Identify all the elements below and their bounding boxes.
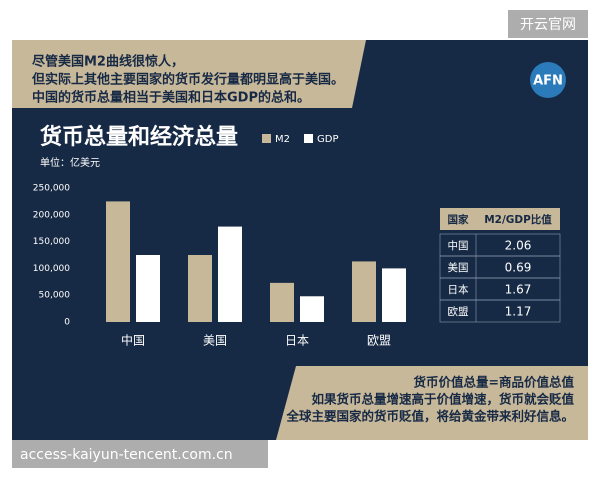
table-cell: 中国 xyxy=(448,239,469,252)
watermark-bottom: access-kaiyun-tencent.com.cn xyxy=(20,447,233,463)
x-tick-label: 欧盟 xyxy=(367,334,391,348)
bar xyxy=(188,255,212,322)
y-tick-label: 100,000 xyxy=(33,264,70,274)
footer-line: 如果货币总量增速高于价值增速，货币就会贬值 xyxy=(311,392,574,407)
watermark-box xyxy=(508,10,588,38)
legend-label: M2 xyxy=(275,134,290,145)
table-header: M2/GDP比值 xyxy=(484,213,552,226)
bar xyxy=(352,261,376,322)
footer-line: 全球主要国家的货币贬值，将给黄金带来利好信息。 xyxy=(285,409,574,424)
y-tick-label: 50,000 xyxy=(39,291,71,301)
table-cell: 0.69 xyxy=(505,261,532,275)
unit-label: 单位：亿美元 xyxy=(40,156,100,169)
header-line: 尽管美国M2曲线很惊人， xyxy=(32,54,184,70)
bar xyxy=(300,296,324,322)
table-cell: 1.17 xyxy=(505,305,532,319)
y-tick-label: 200,000 xyxy=(33,210,70,220)
table-cell: 美国 xyxy=(448,261,469,274)
table-header: 国家 xyxy=(448,213,469,226)
bar xyxy=(106,201,130,322)
footer-line: 货币价值总量=商品价值总值 xyxy=(414,375,575,390)
y-tick-label: 250,000 xyxy=(33,184,70,194)
watermark-box xyxy=(12,440,268,468)
table-cell: 欧盟 xyxy=(448,306,469,318)
table-cell: 2.06 xyxy=(505,239,532,253)
header-line: 但实际上其他主要国家的货币发行量都明显高于美国。 xyxy=(31,72,344,88)
table-cell: 日本 xyxy=(448,283,469,296)
logo: AFN xyxy=(533,74,563,89)
x-tick-label: 美国 xyxy=(203,334,227,348)
table-header-bg xyxy=(440,208,560,230)
watermark-top: 开云官网 xyxy=(520,17,576,33)
bar xyxy=(382,268,406,322)
table-cell: 1.67 xyxy=(505,283,532,297)
legend-swatch xyxy=(262,134,271,143)
bar xyxy=(218,226,242,322)
header-line: 中国的货币总量相当于美国和日本GDP的总和。 xyxy=(32,90,310,106)
legend-label: GDP xyxy=(317,134,338,145)
bar xyxy=(136,255,160,322)
y-tick-label: 150,000 xyxy=(33,237,70,247)
table-row xyxy=(439,299,561,323)
legend-swatch xyxy=(304,134,313,143)
x-tick-label: 日本 xyxy=(285,334,309,348)
bottom-banner xyxy=(276,366,588,440)
top-banner xyxy=(12,40,366,108)
bar xyxy=(270,282,294,322)
x-tick-label: 中国 xyxy=(121,333,145,348)
logo-badge xyxy=(530,62,566,98)
y-tick-label: 0 xyxy=(64,318,70,328)
chart-title: 货币总量和经济总量 xyxy=(40,124,238,150)
